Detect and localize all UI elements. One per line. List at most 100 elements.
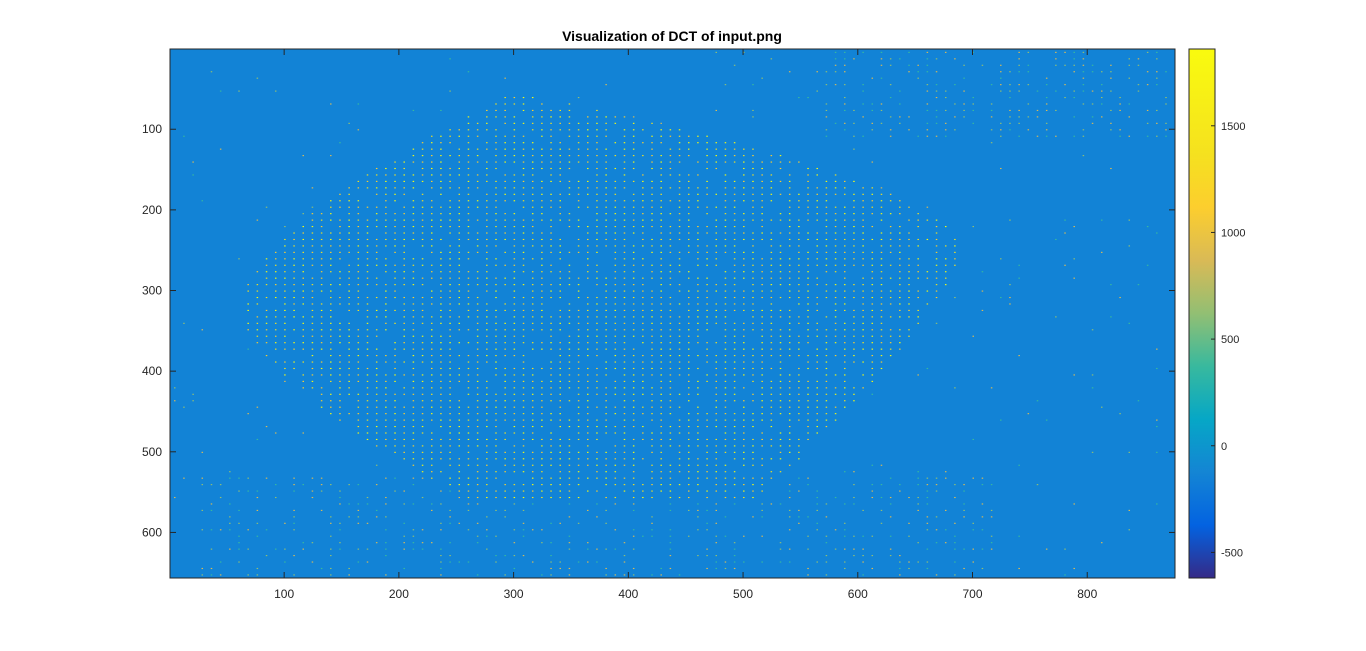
heatmap-cell xyxy=(596,348,598,350)
heatmap-cell xyxy=(403,374,405,376)
heatmap-cell xyxy=(375,187,378,189)
heatmap-cell xyxy=(889,535,892,537)
heatmap-cell xyxy=(201,451,204,453)
heatmap-cell xyxy=(743,258,745,260)
heatmap-cell xyxy=(522,522,525,524)
heatmap-cell xyxy=(587,374,589,376)
heatmap-cell xyxy=(605,400,607,402)
heatmap-cell xyxy=(587,129,589,131)
heatmap-cell xyxy=(311,309,314,312)
heatmap-cell xyxy=(385,419,387,421)
heatmap-cell xyxy=(476,187,479,189)
heatmap-cell xyxy=(651,438,653,441)
heatmap-cell xyxy=(513,393,516,395)
heatmap-cell xyxy=(862,555,864,557)
heatmap-cell xyxy=(1036,109,1039,112)
heatmap-cell xyxy=(559,458,561,460)
heatmap-cell xyxy=(871,316,874,318)
heatmap-cell xyxy=(899,251,901,253)
heatmap-cell xyxy=(908,309,910,312)
heatmap-cell xyxy=(825,232,828,234)
heatmap-cell xyxy=(825,245,828,247)
heatmap-cell xyxy=(495,296,497,299)
heatmap-cell xyxy=(274,290,277,292)
heatmap-cell xyxy=(458,400,461,402)
heatmap-cell xyxy=(1055,109,1057,112)
heatmap-cell xyxy=(467,271,470,273)
heatmap-cell xyxy=(614,219,617,221)
heatmap-cell xyxy=(660,155,662,157)
heatmap-cell xyxy=(559,142,561,144)
heatmap-cell xyxy=(623,574,626,576)
heatmap-cell xyxy=(899,213,901,215)
heatmap-cell xyxy=(926,277,929,279)
heatmap-cell xyxy=(330,103,332,105)
heatmap-cell xyxy=(486,355,488,357)
heatmap-cell xyxy=(605,187,607,189)
heatmap-cell xyxy=(431,393,433,395)
heatmap-cell xyxy=(605,135,607,137)
heatmap-cell xyxy=(816,529,818,531)
heatmap-cell xyxy=(577,180,580,182)
heatmap-cell xyxy=(752,316,754,318)
heatmap-cell xyxy=(541,303,543,305)
heatmap-cell xyxy=(577,322,580,324)
heatmap-cell xyxy=(724,303,727,305)
heatmap-cell xyxy=(375,238,378,241)
heatmap-cell xyxy=(550,380,552,382)
heatmap-cell xyxy=(706,329,708,331)
heatmap-cell xyxy=(357,432,360,434)
heatmap-cell xyxy=(605,219,607,221)
heatmap-cell xyxy=(440,548,442,550)
heatmap-cell xyxy=(385,219,387,221)
heatmap-cell xyxy=(568,516,571,518)
heatmap-cell xyxy=(899,290,901,292)
heatmap-cell xyxy=(192,174,194,176)
heatmap-cell xyxy=(522,496,525,499)
heatmap-cell xyxy=(394,193,396,195)
heatmap-cell xyxy=(513,451,516,453)
heatmap-cell xyxy=(954,496,956,499)
heatmap-cell xyxy=(825,355,828,357)
heatmap-cell xyxy=(458,477,461,479)
heatmap-cell xyxy=(862,238,864,241)
heatmap-cell xyxy=(421,542,424,544)
heatmap-cell xyxy=(412,419,415,421)
heatmap-cell xyxy=(467,71,470,73)
heatmap-cell xyxy=(779,361,782,363)
heatmap-cell xyxy=(559,219,561,221)
heatmap-cell xyxy=(706,290,708,292)
heatmap-cell xyxy=(201,509,204,511)
heatmap-cell xyxy=(880,355,883,357)
heatmap-cell xyxy=(816,503,818,505)
x-tick-label: 800 xyxy=(1077,587,1097,601)
heatmap-cell xyxy=(320,290,323,292)
heatmap-cell xyxy=(541,574,543,576)
heatmap-cell xyxy=(458,367,461,370)
heatmap-cell xyxy=(642,129,644,131)
heatmap-cell xyxy=(899,567,901,570)
heatmap-cell xyxy=(587,419,589,421)
heatmap-cell xyxy=(541,167,543,170)
heatmap-cell xyxy=(486,193,488,195)
heatmap-cell xyxy=(375,206,378,208)
heatmap-cell xyxy=(687,135,690,137)
heatmap-cell xyxy=(825,329,828,331)
heatmap-cell xyxy=(770,425,773,428)
heatmap-cell xyxy=(1018,355,1020,357)
heatmap-cell xyxy=(357,238,360,241)
heatmap-cells xyxy=(174,51,1167,576)
heatmap-cell xyxy=(669,555,672,557)
heatmap-cell xyxy=(651,516,653,518)
heatmap-cell xyxy=(752,187,754,189)
heatmap-cell xyxy=(605,425,607,428)
heatmap-cell xyxy=(788,271,791,273)
heatmap-cell xyxy=(348,516,350,518)
heatmap-cell xyxy=(458,329,461,331)
heatmap-cell xyxy=(761,322,763,324)
heatmap-cell xyxy=(990,548,993,550)
heatmap-cell xyxy=(807,406,809,408)
heatmap-cell xyxy=(385,174,387,176)
heatmap-cell xyxy=(522,103,525,105)
heatmap-cell xyxy=(1073,116,1075,118)
